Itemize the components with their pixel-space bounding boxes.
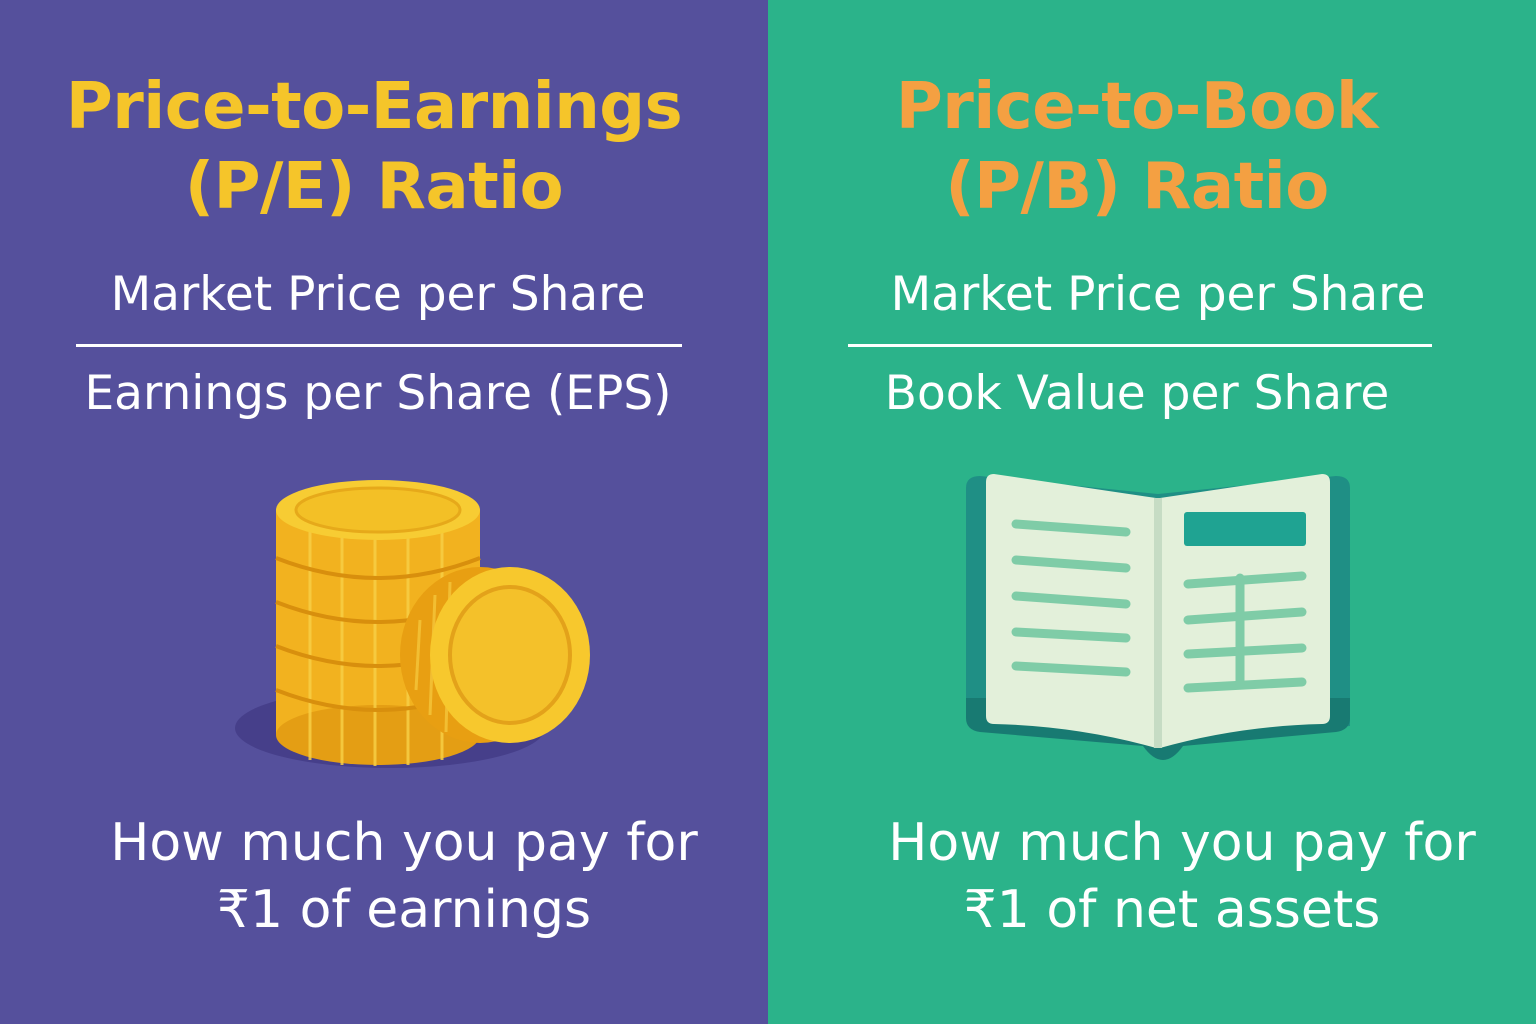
pb-title-line1: Price-to-Book	[895, 70, 1379, 144]
pe-title-line2: (P/E) Ratio	[184, 150, 564, 224]
pb-title-line2: (P/B) Ratio	[945, 150, 1329, 224]
pe-fraction-bar	[76, 344, 682, 347]
pe-ratio-panel: Price-to-Earnings (P/E) Ratio Market Pri…	[0, 0, 768, 1024]
pb-caption-line1: How much you pay for	[888, 813, 1476, 873]
pb-fraction-bar	[848, 344, 1432, 347]
pe-title-line1: Price-to-Earnings	[65, 70, 683, 144]
pb-formula-numerator: Market Price per Share	[890, 267, 1426, 322]
pe-caption-line2: ₹1 of earnings	[216, 880, 592, 940]
coins-stack-icon	[235, 480, 590, 768]
pb-caption-line2: ₹1 of net assets	[963, 880, 1381, 940]
pe-caption-line1: How much you pay for	[110, 813, 698, 873]
pb-formula-denominator: Book Value per Share	[884, 366, 1390, 421]
open-book-icon	[966, 474, 1350, 760]
pb-ratio-panel: Price-to-Book (P/B) Ratio Market Price p…	[768, 0, 1536, 1024]
pe-formula-denominator: Earnings per Share (EPS)	[84, 366, 672, 421]
pe-formula-numerator: Market Price per Share	[110, 267, 646, 322]
